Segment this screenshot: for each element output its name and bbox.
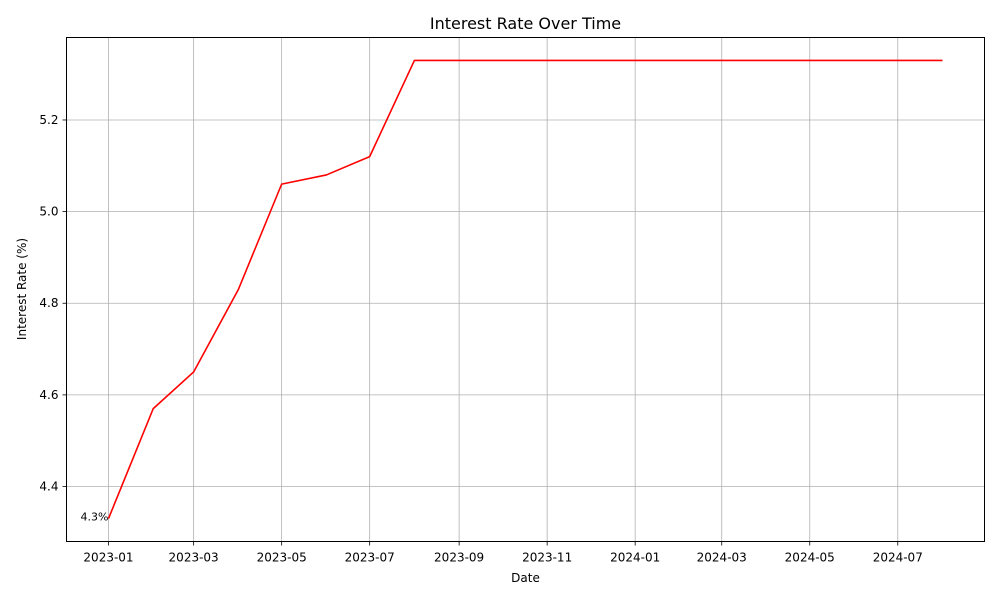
y-tick-label: 4.8: [39, 296, 58, 310]
series-line-0: [107, 59, 943, 519]
x-tick-label: 2024-03: [697, 551, 747, 565]
x-axis-label: Date: [511, 571, 540, 585]
annotation-label: 4.3%: [81, 511, 109, 524]
chart-title: Interest Rate Over Time: [430, 14, 621, 33]
x-tick-label: 2023-11: [522, 551, 572, 565]
x-tick-label: 2023-01: [83, 551, 133, 565]
y-tick-label: 5.0: [39, 205, 58, 219]
y-tick-label: 5.2: [39, 113, 58, 127]
x-tick-label: 2024-05: [785, 551, 835, 565]
y-tick-label: 4.4: [39, 480, 58, 494]
x-tick-label: 2023-03: [169, 551, 219, 565]
x-tick-label: 2023-09: [434, 551, 484, 565]
y-axis-ticks: 4.4 4.6 4.8 5.0 5.2: [39, 113, 67, 494]
x-tick-label: 2023-05: [257, 551, 307, 565]
gridlines: [66, 37, 985, 542]
annotations-layer: 4.3%: [81, 511, 109, 524]
x-tick-label: 2024-07: [873, 551, 923, 565]
x-axis-ticks: 2023-01 2023-03 2023-05 2023-07 2023-09 2023-…: [83, 541, 923, 565]
x-tick-label: 2024-01: [610, 551, 660, 565]
y-axis-label: Interest Rate (%): [15, 238, 29, 340]
y-tick-label: 4.6: [39, 388, 58, 402]
plot-frame: [66, 37, 985, 542]
x-tick-label: 2023-07: [345, 551, 395, 565]
series-layer: [107, 59, 943, 519]
